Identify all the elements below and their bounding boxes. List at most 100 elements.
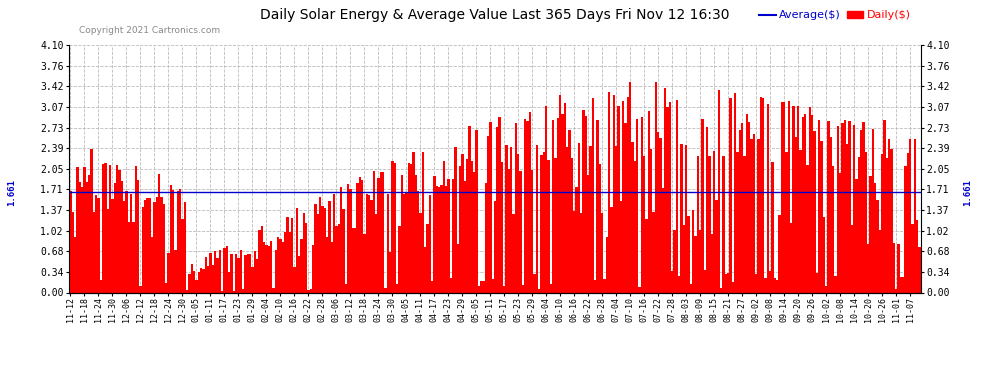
Bar [625,123,627,292]
Bar [135,166,137,292]
Bar [599,164,601,292]
Bar [804,114,807,292]
Bar [377,178,379,292]
Bar [634,161,637,292]
Bar [589,146,592,292]
Bar [888,140,890,292]
Bar [814,130,816,292]
Bar [699,230,702,292]
Bar [683,225,685,292]
Bar [76,167,78,292]
Bar [78,182,81,292]
Bar [637,119,639,292]
Bar [745,114,748,292]
Bar [766,104,769,292]
Bar [81,187,83,292]
Bar [88,175,90,292]
Bar [303,213,305,292]
Bar [226,246,228,292]
Bar [183,202,186,292]
Bar [158,174,160,292]
Bar [520,171,522,292]
Bar [659,138,661,292]
Bar [412,152,415,292]
Bar [545,106,547,292]
Bar [491,279,494,292]
Bar [552,120,554,292]
Bar [561,114,564,292]
Bar [522,285,524,292]
Bar [238,258,240,292]
Bar [248,254,251,292]
Bar [281,242,284,292]
Bar [639,287,641,292]
Bar [513,214,515,292]
Bar [300,239,303,292]
Bar [718,90,720,292]
Bar [150,237,153,292]
Bar [475,130,477,292]
Bar [408,164,410,292]
Bar [914,139,916,292]
Bar [100,280,102,292]
Bar [209,253,212,292]
Bar [179,189,181,292]
Bar [783,102,785,292]
Bar [666,107,669,292]
Bar [725,274,727,292]
Bar [351,228,353,292]
Bar [121,182,123,292]
Bar [263,242,265,292]
Bar [647,111,650,292]
Bar [253,251,255,292]
Bar [737,152,739,292]
Bar [109,165,111,292]
Bar [864,152,867,292]
Bar [231,254,233,292]
Bar [198,272,200,292]
Text: 1.661: 1.661 [963,179,972,206]
Bar [363,234,365,292]
Bar [661,188,664,292]
Bar [298,256,300,292]
Bar [549,284,552,292]
Bar [907,153,909,292]
Bar [517,154,520,292]
Bar [441,185,443,292]
Bar [568,130,571,292]
Bar [592,98,594,292]
Bar [456,244,458,292]
Bar [566,147,568,292]
Bar [857,158,860,292]
Bar [716,200,718,292]
Bar [895,289,897,292]
Bar [212,265,214,292]
Bar [329,201,331,292]
Bar [790,222,792,292]
Bar [652,212,654,292]
Bar [678,276,680,292]
Bar [608,92,611,292]
Bar [260,226,263,292]
Bar [221,291,224,292]
Bar [709,156,711,292]
Bar [284,232,286,292]
Bar [90,149,93,292]
Bar [496,128,499,292]
Bar [795,136,797,292]
Bar [484,183,487,292]
Bar [338,224,340,292]
Bar [353,228,356,292]
Bar [573,211,575,292]
Bar [186,290,188,292]
Bar [893,243,895,292]
Bar [680,144,683,292]
Bar [499,117,501,292]
Bar [750,138,752,292]
Bar [431,281,434,292]
Bar [93,213,95,292]
Bar [781,102,783,292]
Bar [147,198,148,292]
Bar [447,179,449,292]
Bar [398,226,401,292]
